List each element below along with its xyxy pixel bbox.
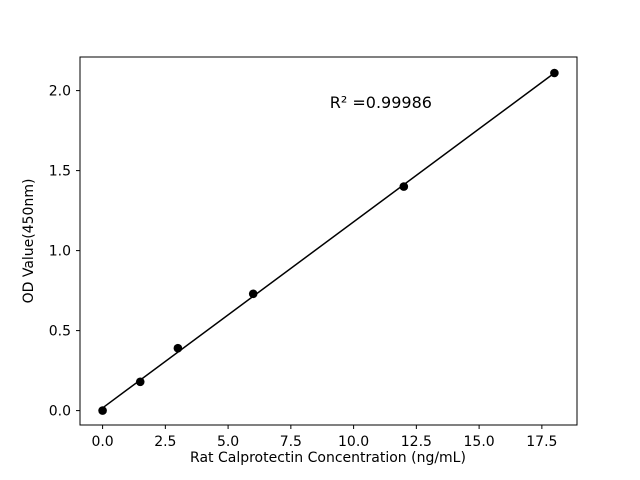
data-point-marker	[248, 289, 258, 299]
x-tick-label: 12.5	[401, 434, 432, 450]
data-points	[98, 68, 559, 415]
x-tick-label: 15.0	[464, 434, 495, 450]
y-axis-label: OD Value(450nm)	[21, 179, 37, 304]
data-point-marker	[173, 343, 183, 353]
x-tick-label: 5.0	[217, 434, 239, 450]
y-tick-label: 2.0	[49, 84, 71, 100]
y-tick-label: 1.5	[49, 164, 71, 180]
y-axis-ticks: 0.0 0.5 1.0 1.5 2.0	[49, 84, 80, 420]
y-tick-label: 0.5	[49, 324, 71, 340]
regression-line	[102, 72, 555, 409]
data-point-marker	[135, 377, 145, 387]
data-point-marker	[399, 182, 409, 191]
x-tick-label: 2.5	[154, 434, 176, 450]
data-point-marker	[98, 406, 107, 415]
y-tick-label: 1.0	[49, 244, 71, 260]
x-tick-label: 7.5	[280, 434, 302, 450]
regression-line-segment	[102, 72, 555, 409]
y-tick-label: 0.0	[49, 404, 71, 420]
r-squared-annotation: R² =0.99986	[330, 93, 432, 112]
data-point-marker	[550, 68, 559, 78]
plot-area-spines	[79, 56, 578, 426]
x-axis-ticks: 0.0 2.5 5.0 7.5 10.0 12.5 15.0 17.5	[91, 425, 557, 450]
x-tick-label: 0.0	[91, 434, 113, 450]
x-axis-label: Rat Calprotectin Concentration (ng/mL)	[190, 450, 466, 466]
x-tick-label: 17.5	[526, 434, 557, 450]
x-tick-label: 10.0	[338, 434, 369, 450]
